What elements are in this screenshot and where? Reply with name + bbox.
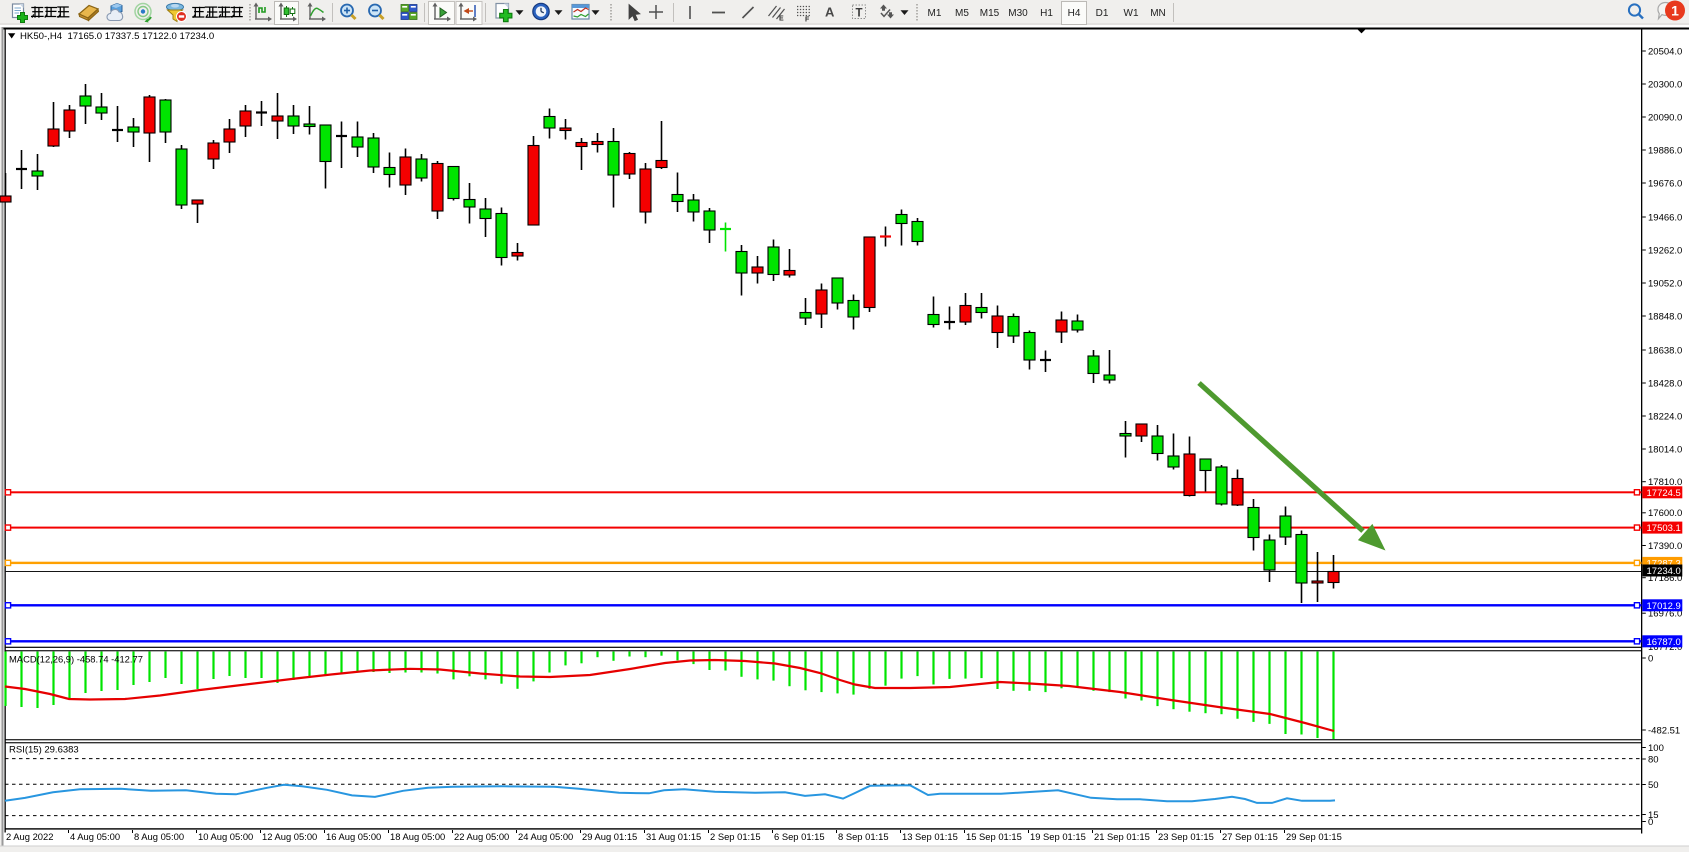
svg-text:0: 0 [1648, 817, 1653, 828]
svg-text:13 Sep 01:15: 13 Sep 01:15 [902, 831, 958, 842]
svg-text:M1: M1 [928, 8, 942, 19]
svg-text:19262.0: 19262.0 [1648, 245, 1682, 256]
svg-text:20300.0: 20300.0 [1648, 79, 1682, 90]
svg-text:18224.0: 18224.0 [1648, 411, 1682, 422]
svg-text:15: 15 [1648, 810, 1659, 821]
svg-text:W1: W1 [1124, 8, 1139, 19]
svg-text:17234.0: 17234.0 [1647, 566, 1681, 577]
svg-text:2 Sep 01:15: 2 Sep 01:15 [710, 831, 761, 842]
svg-text:18638.0: 18638.0 [1648, 345, 1682, 356]
svg-text:17724.5: 17724.5 [1647, 488, 1681, 499]
svg-text:50: 50 [1648, 780, 1659, 791]
svg-text:0: 0 [1648, 653, 1653, 664]
svg-text:19 Sep 01:15: 19 Sep 01:15 [1030, 831, 1086, 842]
svg-text:27 Sep 01:15: 27 Sep 01:15 [1222, 831, 1278, 842]
svg-text:15 Sep 01:15: 15 Sep 01:15 [966, 831, 1022, 842]
svg-text:E: E [779, 16, 784, 23]
svg-text:4 Aug 05:00: 4 Aug 05:00 [70, 831, 120, 842]
svg-text:17012.9: 17012.9 [1647, 601, 1681, 612]
svg-text:22 Aug 05:00: 22 Aug 05:00 [454, 831, 509, 842]
svg-text:F: F [805, 17, 810, 24]
svg-text:H1: H1 [1040, 8, 1053, 19]
svg-text:12 Aug 05:00: 12 Aug 05:00 [262, 831, 317, 842]
svg-text:23 Sep 01:15: 23 Sep 01:15 [1158, 831, 1214, 842]
svg-text:19052.0: 19052.0 [1648, 278, 1682, 289]
svg-text:18848.0: 18848.0 [1648, 311, 1682, 322]
svg-text:2 Aug 2022: 2 Aug 2022 [6, 831, 53, 842]
svg-text:18428.0: 18428.0 [1648, 378, 1682, 389]
svg-text:17600.0: 17600.0 [1648, 508, 1682, 519]
svg-text:16787.0: 16787.0 [1647, 637, 1681, 648]
svg-text:16772.0: 16772.0 [1648, 642, 1682, 653]
svg-text:18 Aug 05:00: 18 Aug 05:00 [390, 831, 445, 842]
svg-text:20504.0: 20504.0 [1648, 46, 1682, 57]
svg-text:16 Aug 05:00: 16 Aug 05:00 [326, 831, 381, 842]
svg-text:6 Sep 01:15: 6 Sep 01:15 [774, 831, 825, 842]
svg-text:17186.0: 17186.0 [1648, 573, 1682, 584]
svg-text:31 Aug 01:15: 31 Aug 01:15 [646, 831, 701, 842]
svg-text:20090.0: 20090.0 [1648, 112, 1682, 123]
svg-text:MN: MN [1150, 8, 1166, 19]
svg-text:-482.51: -482.51 [1648, 725, 1680, 736]
svg-text:A: A [825, 5, 835, 20]
svg-text:17287.3: 17287.3 [1647, 559, 1681, 570]
svg-text:8 Sep 01:15: 8 Sep 01:15 [838, 831, 889, 842]
svg-text:17390.0: 17390.0 [1648, 541, 1682, 552]
svg-text:17503.1: 17503.1 [1647, 523, 1681, 534]
svg-text:M15: M15 [980, 8, 1000, 19]
svg-text:16976.0: 16976.0 [1648, 609, 1682, 620]
svg-text:MACD(12,26,9) -458.74 -412.77: MACD(12,26,9) -458.74 -412.77 [9, 654, 143, 665]
svg-text:H4: H4 [1068, 8, 1081, 19]
svg-text:1: 1 [1671, 3, 1679, 19]
svg-text:29 Sep 01:15: 29 Sep 01:15 [1286, 831, 1342, 842]
svg-text:D1: D1 [1096, 8, 1109, 19]
svg-text:17810.0: 17810.0 [1648, 477, 1682, 488]
svg-text:10 Aug 05:00: 10 Aug 05:00 [198, 831, 253, 842]
svg-text:19676.0: 19676.0 [1648, 178, 1682, 189]
svg-text:HK50-,H4 17165.0 17337.5 1712: HK50-,H4 17165.0 17337.5 17122.0 17234.0 [20, 31, 214, 42]
svg-text:80: 80 [1648, 754, 1659, 765]
svg-text:29 Aug 01:15: 29 Aug 01:15 [582, 831, 637, 842]
svg-text:100: 100 [1648, 743, 1664, 754]
svg-text:24 Aug 05:00: 24 Aug 05:00 [518, 831, 573, 842]
svg-text:T: T [856, 8, 863, 20]
svg-text:18014.0: 18014.0 [1648, 444, 1682, 455]
svg-text:21 Sep 01:15: 21 Sep 01:15 [1094, 831, 1150, 842]
svg-text:M30: M30 [1008, 8, 1028, 19]
svg-text:M5: M5 [955, 8, 969, 19]
svg-text:19466.0: 19466.0 [1648, 212, 1682, 223]
svg-text:19886.0: 19886.0 [1648, 145, 1682, 156]
svg-text:RSI(15) 29.6383: RSI(15) 29.6383 [9, 745, 79, 756]
svg-text:8 Aug 05:00: 8 Aug 05:00 [134, 831, 184, 842]
